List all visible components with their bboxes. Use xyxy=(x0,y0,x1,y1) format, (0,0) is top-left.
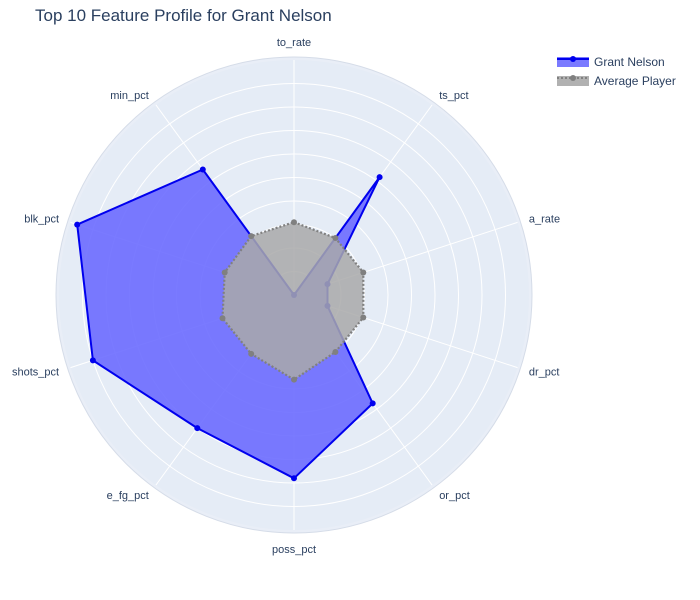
point-average-player-poss_pct xyxy=(291,376,297,383)
legend-label-average-player: Average Player xyxy=(594,73,676,88)
legend-item-grant-nelson[interactable]: Grant Nelson xyxy=(556,52,676,71)
category-label-e_fg_pct: e_fg_pct xyxy=(107,490,149,502)
point-average-player-a_rate xyxy=(360,269,367,276)
category-label-shots_pct: shots_pct xyxy=(12,366,59,378)
point-average-player-dr_pct xyxy=(360,314,367,321)
legend-label-grant-nelson: Grant Nelson xyxy=(594,54,665,69)
chart-title: Top 10 Feature Profile for Grant Nelson xyxy=(35,6,332,25)
category-label-blk_pct: blk_pct xyxy=(24,214,59,226)
point-grant-nelson-shots_pct xyxy=(89,357,96,364)
legend-swatch-grant-nelson xyxy=(557,55,589,67)
point-grant-nelson-poss_pct xyxy=(291,475,297,482)
series-area-average-player xyxy=(221,221,365,381)
point-average-player-e_fg_pct xyxy=(248,350,255,357)
category-label-poss_pct: poss_pct xyxy=(272,544,316,556)
legend-item-average-player[interactable]: Average Player xyxy=(556,71,676,90)
point-average-player-or_pct xyxy=(332,349,339,355)
legend-swatch-average-player xyxy=(557,74,589,86)
point-average-player-min_pct xyxy=(248,233,255,240)
point-average-player-to_rate xyxy=(291,219,297,226)
category-label-dr_pct: dr_pct xyxy=(529,366,560,378)
legend: Grant Nelson Average Player xyxy=(556,52,676,90)
point-grant-nelson-or_pct xyxy=(369,400,376,407)
point-grant-nelson-min_pct xyxy=(199,166,206,173)
point-average-player-ts_pct xyxy=(332,235,339,241)
category-label-min_pct: min_pct xyxy=(110,90,149,102)
point-average-player-blk_pct xyxy=(221,269,228,276)
point-grant-nelson-blk_pct xyxy=(74,221,81,228)
category-label-a_rate: a_rate xyxy=(529,214,560,226)
category-label-or_pct: or_pct xyxy=(439,490,470,502)
category-label-to_rate: to_rate xyxy=(277,37,311,49)
category-label-ts_pct: ts_pct xyxy=(439,90,468,102)
point-average-player-shots_pct xyxy=(219,315,226,322)
point-grant-nelson-ts_pct xyxy=(376,174,383,181)
point-grant-nelson-e_fg_pct xyxy=(194,425,201,432)
